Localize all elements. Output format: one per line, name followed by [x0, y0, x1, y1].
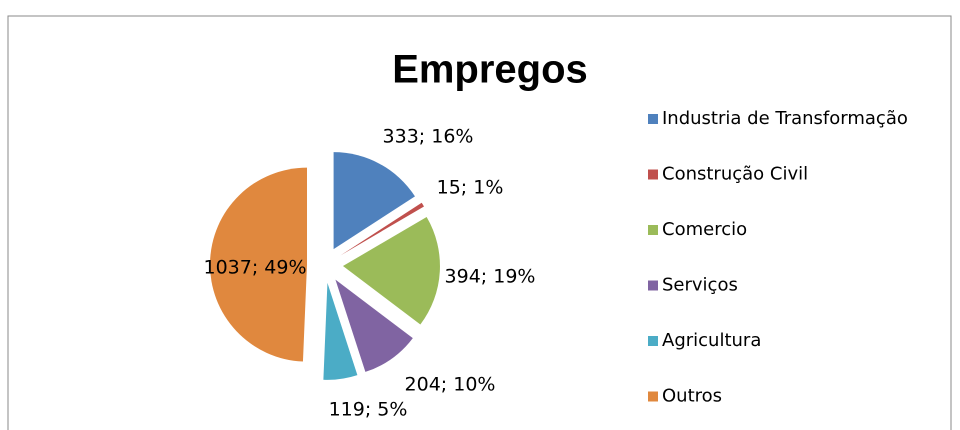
legend-swatch: [648, 280, 658, 291]
legend-text: Serviços: [662, 275, 738, 296]
pie-slice: [210, 167, 308, 362]
pie-slice: [333, 152, 415, 250]
legend-text: Comercio: [662, 219, 747, 240]
legend-swatch: [648, 114, 658, 124]
legend-text: Agricultura: [662, 330, 761, 351]
legend-text: Outros: [662, 386, 722, 407]
pie-slice: [342, 216, 440, 325]
chart-title: Empregos: [392, 48, 588, 92]
data-label: 394; 19%: [445, 266, 536, 288]
pie-slice: [335, 279, 413, 372]
chart-border: [7, 15, 952, 430]
data-label: 119; 5%: [329, 399, 408, 421]
legend-swatch: [648, 169, 658, 180]
data-label: 15; 1%: [437, 177, 504, 199]
data-label: 1037; 49%: [203, 257, 306, 279]
pie-slice: [340, 202, 424, 256]
pie-slice: [323, 282, 358, 380]
data-label: 333; 16%: [383, 126, 474, 148]
legend-swatch: [648, 336, 658, 346]
legend-swatch: [648, 391, 658, 402]
legend-text: Industria de Transformação: [662, 108, 908, 129]
legend-text: Construção Civil: [662, 164, 808, 185]
legend-swatch: [648, 225, 658, 235]
data-label: 204; 10%: [405, 374, 496, 396]
